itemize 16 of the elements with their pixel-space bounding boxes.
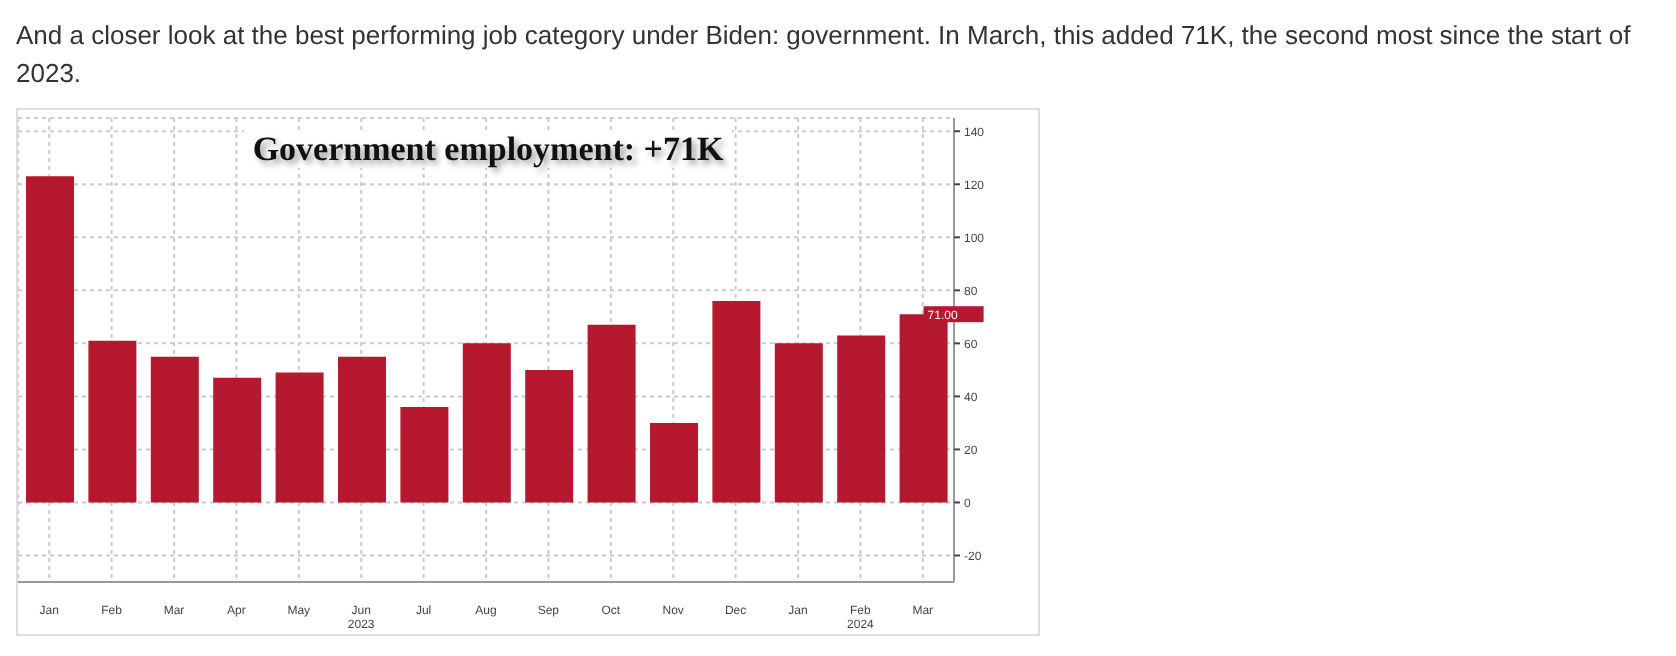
- bar: [400, 407, 449, 503]
- bar: [587, 324, 636, 503]
- bar: [837, 335, 886, 503]
- bar: [462, 343, 511, 503]
- bar: [712, 300, 761, 503]
- bar: [150, 356, 199, 503]
- bar: [275, 372, 324, 503]
- bar: [774, 343, 823, 503]
- chart-title: Government employment: +71K: [244, 130, 732, 168]
- bar: [88, 340, 137, 503]
- text: And a closer look at the best performing job category under Biden: government. In March, this added 71K, the second most since the start of 2023.: [16, 18, 1633, 92]
- bar: [26, 176, 74, 503]
- bar: [338, 356, 386, 503]
- bar: [650, 422, 698, 503]
- bar: [525, 369, 574, 503]
- bar: [213, 377, 262, 503]
